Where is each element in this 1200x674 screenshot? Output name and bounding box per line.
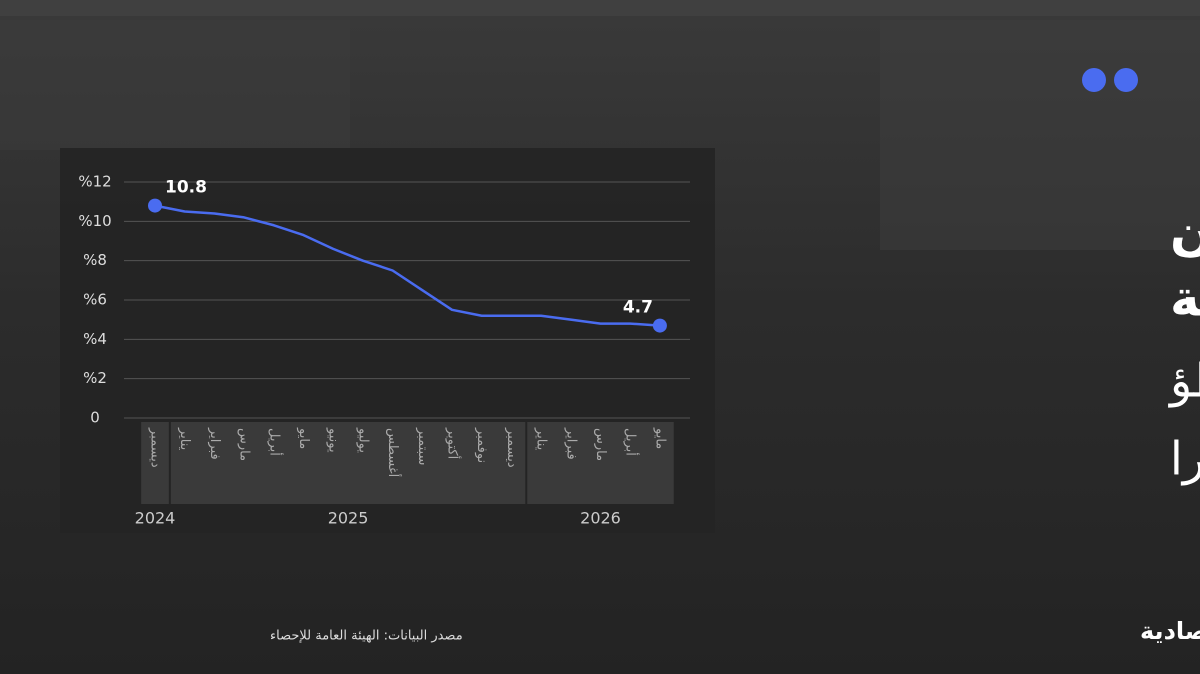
x-tick-label: أبريل xyxy=(623,428,640,456)
brand-dot xyxy=(1114,68,1138,92)
y-tick-label: %8 xyxy=(83,251,107,269)
x-tick-label: ديسمبر xyxy=(504,427,519,468)
x-tick-label: مارس xyxy=(593,428,608,461)
x-tick-label: نوفمبر xyxy=(474,427,489,463)
year-band xyxy=(141,422,169,504)
title-line: في السعوديـــة xyxy=(1170,270,1200,329)
x-tick-label: فبراير xyxy=(563,427,578,460)
end-point xyxy=(652,318,667,333)
y-tick-label: %12 xyxy=(78,173,111,191)
title-line: إيجارات المساكن xyxy=(1170,200,1200,259)
subtitle-line: لـ 19 شهرا xyxy=(1170,432,1200,487)
x-tick-label: يوليو xyxy=(355,427,370,453)
year-band xyxy=(527,422,674,504)
data-label: 10.8 xyxy=(165,178,207,198)
y-tick-label: %2 xyxy=(83,369,107,387)
year-label: 2025 xyxy=(328,509,369,528)
x-tick-label: أغسطس xyxy=(385,428,402,477)
x-tick-label: يناير xyxy=(534,427,549,451)
background-building xyxy=(0,20,350,150)
brand-dot xyxy=(1082,68,1106,92)
y-tick-label: %6 xyxy=(83,291,107,309)
data-label: 4.7 xyxy=(623,298,653,318)
x-tick-label: يناير xyxy=(177,427,192,451)
x-tick-label: سبتمبر xyxy=(415,427,430,465)
x-tick-label: أكتوبر xyxy=(445,427,462,459)
x-tick-label: مايو xyxy=(296,427,311,449)
year-label: 2026 xyxy=(580,509,621,528)
source: مصدر البيانات: الهيئة العامة للإحصاء xyxy=(270,629,463,644)
x-tick-label: أبريل xyxy=(266,428,283,456)
x-tick-label: مايو xyxy=(652,427,667,449)
background-building xyxy=(880,20,1200,250)
background-band xyxy=(0,0,1200,16)
data-line xyxy=(154,204,660,327)
subtitle-line: تواصــــل التباطؤ xyxy=(1168,354,1200,409)
brand-logo: الاقتصادية xyxy=(1140,617,1200,645)
x-tick-label: فبراير xyxy=(207,427,222,460)
y-tick-label: %10 xyxy=(78,212,111,230)
x-tick-label: يونيو xyxy=(326,427,341,453)
y-tick-label: 0 xyxy=(90,409,100,427)
end-point xyxy=(148,198,162,213)
x-tick-label: مارس xyxy=(237,428,252,461)
year-band xyxy=(170,422,526,504)
x-tick-label: ديسمبر xyxy=(148,427,163,468)
year-label: 2024 xyxy=(135,509,176,528)
y-tick-label: %4 xyxy=(83,330,107,348)
